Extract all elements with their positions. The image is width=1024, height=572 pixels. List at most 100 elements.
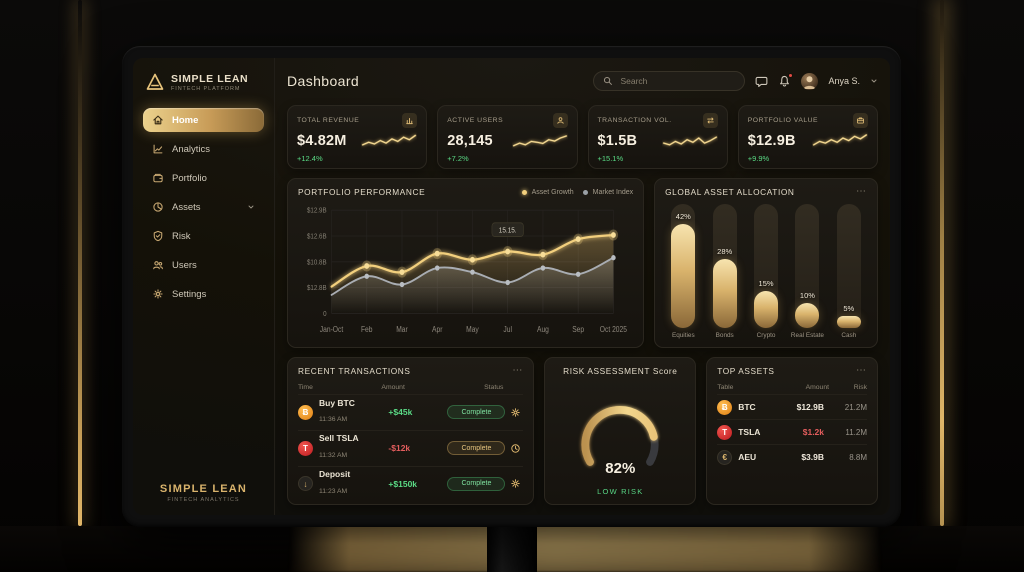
bell-icon: [780, 75, 790, 87]
legend-dot-asset-growth: [521, 189, 527, 195]
gear-icon[interactable]: [510, 407, 523, 418]
svg-text:$12.9B: $12.9B: [307, 207, 327, 215]
asset-risk: 21.2M: [844, 402, 868, 412]
aeu-icon: €: [717, 449, 733, 465]
sidebar-item-settings[interactable]: Settings: [143, 282, 264, 306]
asset-symbol: AEU: [738, 452, 757, 462]
search-input[interactable]: [618, 75, 736, 87]
home-icon: [153, 115, 163, 125]
sidebar-item-label: Assets: [172, 201, 201, 213]
sidebar: SIMPLE LEAN FINTECH PLATFORM Home: [133, 58, 275, 515]
allocation-bar-equities[interactable]: 42% Equities: [667, 204, 699, 339]
sidebar-item-assets[interactable]: Assets: [143, 195, 264, 219]
allocation-bar-real-estate[interactable]: 10% Real Estate: [790, 204, 824, 339]
status-badge: Complete: [447, 441, 506, 456]
sidebar-item-users[interactable]: Users: [143, 253, 264, 277]
bar-category-label: Real Estate: [790, 332, 824, 339]
status-badge: Complete: [447, 476, 506, 491]
kpi-value: $4.82M: [297, 133, 347, 149]
allocation-bar-crypto[interactable]: 15% Crypto: [750, 204, 782, 339]
sidebar-item-analytics[interactable]: Analytics: [143, 137, 264, 161]
bar-value-label: 10%: [799, 291, 815, 301]
btc-icon: Ƀ: [717, 399, 733, 415]
allocation-bar-cash[interactable]: 5% Cash: [833, 204, 865, 339]
monitor-stand: [487, 520, 537, 572]
messages-button[interactable]: [755, 75, 768, 88]
gauge-chart: [581, 406, 659, 466]
pie-chart-icon: [153, 202, 163, 212]
tsla-icon: T: [298, 440, 313, 456]
more-menu-icon[interactable]: ⋯: [856, 365, 868, 376]
desk-glow: [290, 524, 880, 572]
table-row[interactable]: € AEU $3.9B 8.8M: [717, 444, 868, 469]
column-header: Amount: [381, 384, 405, 391]
transfer-icon: [702, 113, 718, 128]
clock-icon[interactable]: [510, 443, 523, 454]
notifications-button[interactable]: [778, 72, 794, 88]
search-box[interactable]: [593, 71, 746, 91]
wall-light-left: [78, 0, 82, 526]
svg-text:Aug: Aug: [537, 324, 549, 334]
portfolio-performance-panel: PORTFOLIO PERFORMANCE Asset Growth Marke…: [287, 178, 645, 348]
kpi-card-portfolio-value: PORTFOLIO VALUE $12.9B +9.9%: [737, 105, 878, 169]
allocation-bar-bonds[interactable]: 28% Bonds: [709, 204, 741, 339]
table-row[interactable]: Ƀ BTC $12.9B 21.2M: [717, 394, 868, 419]
wallet-icon: [153, 173, 163, 183]
notification-dot: [788, 72, 794, 78]
sidebar-item-label: Risk: [172, 230, 191, 242]
bar-fill: [836, 315, 861, 328]
table-header: Time Amount Status: [298, 384, 523, 391]
column-header: Risk: [853, 384, 868, 391]
kpi-label: TRANSACTION VOL.: [597, 117, 672, 124]
dashboard-screen: SIMPLE LEAN FINTECH PLATFORM Home: [133, 58, 890, 515]
sidebar-item-label: Analytics: [172, 143, 211, 155]
table-header: Table Amount Risk: [717, 384, 867, 391]
svg-text:$12.6B: $12.6B: [307, 233, 327, 241]
more-menu-icon[interactable]: ⋯: [856, 186, 867, 197]
transaction-name: Sell TSLA: [319, 433, 359, 444]
svg-text:Mar: Mar: [396, 324, 408, 334]
column-header: Time: [298, 384, 313, 391]
chevron-down-icon[interactable]: [870, 77, 878, 85]
table-row[interactable]: T TSLA $1.2k 11.2M: [717, 419, 868, 444]
table-row[interactable]: ↓ Deposit 11:23 AM +$150k Complete: [298, 465, 524, 502]
transaction-time: 11:23 AM: [319, 487, 348, 495]
sidebar-item-portfolio[interactable]: Portfolio: [143, 166, 264, 190]
svg-text:$12.8B: $12.8B: [307, 285, 327, 293]
risk-assessment-panel: RISK ASSESSMENT Score 82% LOW RISK: [544, 357, 697, 505]
sidebar-item-label: Portfolio: [172, 172, 207, 184]
gear-icon: [153, 289, 163, 299]
recent-transactions-panel: RECENT TRANSACTIONS ⋯ Time Amount Status…: [287, 357, 535, 505]
bar-fill: [671, 223, 696, 328]
gear-icon[interactable]: [510, 478, 523, 489]
table-row[interactable]: T Sell TSLA 11:32 AM -$12k Complete: [298, 429, 524, 466]
kpi-delta: +12.4%: [297, 154, 323, 163]
asset-amount: $1.2k: [802, 427, 825, 437]
status-badge: Complete: [447, 405, 506, 420]
bar-category-label: Crypto: [756, 332, 776, 339]
briefcase-icon: [853, 113, 868, 128]
performance-line-chart[interactable]: $12.9B $12.6B $10.8B $12.8B 0 Jan-Oct Feb Mar Ap…: [298, 201, 633, 341]
sidebar-item-home[interactable]: Home: [143, 108, 264, 132]
kpi-delta: +9.9%: [747, 154, 770, 163]
user-name[interactable]: Anya S.: [828, 76, 860, 86]
legend-dot-market-index: [582, 189, 588, 195]
sidebar-footer-brand: SIMPLE LEAN FINTECH ANALYTICS: [143, 483, 264, 505]
allocation-bars: 42% Equities 28% Bonds 15% Crypto: [665, 201, 867, 339]
bar-value-label: 42%: [675, 211, 691, 221]
bar-value-label: 28%: [717, 246, 733, 256]
panel-title: TOP ASSETS: [717, 366, 775, 376]
logo-subtitle: FINTECH PLATFORM: [171, 85, 241, 92]
avatar[interactable]: [801, 72, 819, 90]
table-row[interactable]: Ƀ Buy BTC 11:36 AM +$45k Complete: [298, 394, 524, 430]
bar-value-label: 15%: [758, 278, 774, 288]
more-menu-icon[interactable]: ⋯: [512, 365, 524, 376]
asset-symbol: TSLA: [738, 427, 761, 437]
svg-text:15.15.: 15.15.: [499, 227, 517, 235]
top-assets-panel: TOP ASSETS ⋯ Table Amount Risk Ƀ BTC $12…: [706, 357, 879, 505]
panel-title: RISK ASSESSMENT Score: [563, 366, 678, 376]
shield-check-icon: [153, 230, 163, 242]
btc-icon: Ƀ: [298, 404, 313, 420]
sidebar-item-risk[interactable]: Risk: [143, 224, 264, 248]
panel-title: GLOBAL ASSET ALLOCATION: [665, 187, 795, 197]
